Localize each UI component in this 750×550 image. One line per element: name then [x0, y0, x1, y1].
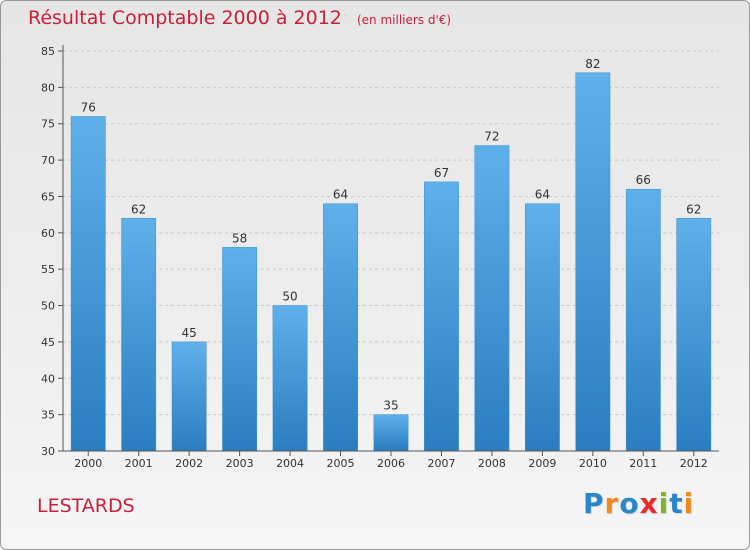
data-label: 72 [484, 130, 499, 144]
data-label: 62 [131, 202, 146, 216]
bar [121, 218, 157, 452]
bar [524, 203, 560, 452]
x-tick-label: 2001 [125, 457, 153, 470]
x-tick-label: 2003 [226, 457, 254, 470]
x-tick-label: 2000 [74, 457, 102, 470]
y-tick-label: 70 [41, 154, 55, 167]
x-tick-label: 2012 [680, 457, 708, 470]
grid-lines [63, 50, 719, 416]
x-tick-label: 2010 [579, 457, 607, 470]
chart-unit: (en milliers d'€) [356, 13, 452, 27]
bar [70, 116, 106, 452]
y-tick-label: 85 [41, 45, 55, 58]
data-label: 66 [636, 173, 651, 187]
bar [323, 203, 358, 452]
bar [676, 218, 712, 452]
x-tick-label: 2005 [327, 457, 355, 470]
x-tick-label: 2011 [629, 457, 657, 470]
logo-letter: i [658, 487, 670, 520]
logo-letter: x [639, 487, 659, 520]
proxiti-logo: Proxiti [583, 487, 694, 520]
x-tick-label: 2007 [427, 457, 455, 470]
bar [474, 145, 510, 452]
chart-title-block: Résultat Comptable 2000 à 2012 (en milli… [28, 7, 451, 29]
y-tick-label: 75 [41, 118, 55, 131]
data-labels: 76 62 45 58 50 64 35 67 72 64 82 66 62 [81, 57, 702, 413]
y-tick-label: 55 [41, 263, 55, 276]
y-tick-label: 50 [41, 300, 55, 313]
bar [575, 72, 611, 452]
data-label: 64 [333, 188, 348, 202]
data-label: 58 [232, 231, 247, 245]
bar [171, 341, 207, 452]
y-tick-label: 80 [41, 81, 55, 94]
x-tick-label: 2006 [377, 457, 405, 470]
bar [222, 247, 258, 452]
data-label: 35 [383, 399, 398, 413]
x-tick-label: 2004 [276, 457, 304, 470]
axes: 30 35 40 45 50 55 60 65 70 75 80 85 2000 2001 2002 2003… [41, 45, 719, 470]
chart-title: Résultat Comptable 2000 à 2012 [28, 7, 342, 29]
logo-letter: t [669, 487, 684, 520]
y-tick-label: 40 [41, 372, 55, 385]
data-label: 64 [535, 188, 550, 202]
logo-letter: o [619, 487, 640, 520]
commune-name: LESTARDS [37, 495, 135, 517]
x-tick-label: 2009 [528, 457, 556, 470]
y-tick-label: 30 [41, 445, 55, 458]
data-label: 62 [686, 202, 701, 216]
y-tick-label: 60 [41, 227, 55, 240]
logo-letter: P [583, 487, 605, 520]
y-tick-label: 35 [41, 409, 55, 422]
data-label: 67 [434, 166, 449, 180]
bar [424, 181, 459, 452]
data-label: 45 [182, 326, 197, 340]
data-label: 50 [282, 290, 297, 304]
data-label: 76 [81, 100, 96, 114]
logo-letter: r [604, 487, 620, 520]
y-tick-label: 65 [41, 190, 55, 203]
x-tick-label: 2008 [478, 457, 506, 470]
bar [373, 414, 409, 452]
y-tick-label: 45 [41, 336, 55, 349]
data-label: 82 [585, 57, 600, 71]
bar [272, 305, 308, 452]
bars [70, 72, 712, 452]
bar [625, 188, 661, 452]
logo-letter: i [683, 487, 695, 520]
x-tick-label: 2002 [175, 457, 203, 470]
